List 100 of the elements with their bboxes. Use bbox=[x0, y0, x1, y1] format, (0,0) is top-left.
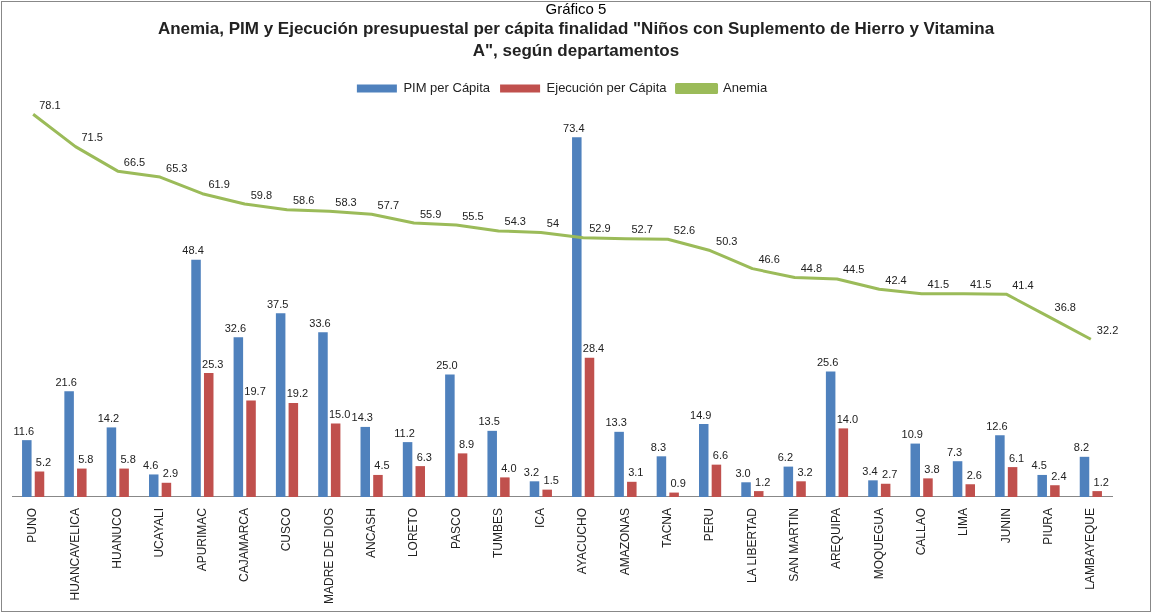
data-label: 78.1 bbox=[39, 98, 61, 111]
data-label: 0.9 bbox=[670, 477, 686, 490]
bar bbox=[529, 481, 540, 497]
data-label: 6.6 bbox=[712, 449, 729, 462]
bar bbox=[415, 466, 426, 497]
data-label: 54.3 bbox=[504, 215, 526, 228]
data-label: 8.2 bbox=[1073, 441, 1090, 454]
data-label: 5.8 bbox=[120, 453, 136, 466]
bar bbox=[457, 453, 468, 497]
bar bbox=[22, 440, 32, 497]
bar bbox=[753, 491, 764, 497]
data-label: 11.6 bbox=[13, 424, 35, 437]
data-label: 25.3 bbox=[202, 357, 224, 370]
data-label: 65.3 bbox=[166, 161, 188, 174]
x-tick-label: MADRE DE DIOS bbox=[321, 507, 336, 604]
data-label: 4.5 bbox=[374, 459, 390, 472]
bar bbox=[923, 478, 933, 497]
bar bbox=[360, 426, 371, 497]
x-tick-label: CUSCO bbox=[279, 507, 294, 552]
bar bbox=[995, 435, 1005, 497]
bar bbox=[148, 474, 159, 497]
bar bbox=[542, 489, 552, 497]
x-tick-label: HUANCAVELICA bbox=[67, 507, 82, 601]
data-label: 14.3 bbox=[351, 411, 373, 424]
bar bbox=[246, 400, 256, 497]
bar bbox=[487, 430, 497, 497]
bar bbox=[318, 332, 328, 497]
x-tick-label: AMAZONAS bbox=[617, 507, 632, 576]
data-label: 50.3 bbox=[716, 235, 738, 248]
data-label: 6.1 bbox=[1008, 451, 1025, 464]
data-label: 4.6 bbox=[143, 458, 159, 471]
data-label: 42.4 bbox=[885, 273, 907, 286]
bar bbox=[77, 468, 87, 497]
data-label: 41.4 bbox=[1012, 278, 1034, 291]
data-label: 28.4 bbox=[582, 342, 605, 355]
bar bbox=[288, 402, 299, 497]
data-label: 73.4 bbox=[563, 121, 585, 134]
data-label: 25.6 bbox=[816, 356, 839, 369]
text: Gráfico 5 bbox=[544, 0, 608, 17]
x-tick-label: TACNA bbox=[660, 507, 675, 548]
data-label: 41.5 bbox=[927, 278, 950, 291]
data-label: 4.5 bbox=[1031, 459, 1047, 472]
bar bbox=[373, 474, 383, 497]
data-label: 3.2 bbox=[797, 465, 813, 478]
chart-title: Anemia, PIM y Ejecución presupuestal per cápita finalidad "Niños con Suplemento de Hierro y Vitamina A", según departamentos bbox=[156, 18, 996, 62]
x-tick-label: LA LIBERTAD bbox=[744, 507, 759, 583]
bar bbox=[796, 481, 806, 497]
data-label: 44.8 bbox=[800, 262, 823, 275]
data-label: 14.2 bbox=[97, 411, 120, 424]
bar bbox=[119, 468, 129, 497]
data-label: 4.0 bbox=[501, 461, 517, 474]
x-tick-label: ANCASH bbox=[363, 507, 378, 558]
data-label: 3.8 bbox=[924, 462, 940, 475]
data-label: 14.0 bbox=[836, 412, 859, 425]
data-label: 8.3 bbox=[650, 440, 667, 453]
data-label: 2.9 bbox=[162, 467, 179, 480]
data-label: 5.2 bbox=[35, 456, 52, 469]
bar bbox=[402, 442, 413, 497]
data-label: 41.5 bbox=[969, 278, 992, 291]
data-label: 54 bbox=[546, 216, 560, 229]
data-label: 1.2 bbox=[755, 475, 771, 488]
data-label: 66.5 bbox=[123, 155, 146, 168]
data-label: 58.3 bbox=[335, 195, 357, 208]
bar bbox=[910, 443, 921, 497]
data-label: 6.2 bbox=[777, 451, 793, 464]
x-tick-label: LAMBAYEQUE bbox=[1083, 507, 1098, 590]
data-label: 19.2 bbox=[286, 387, 309, 400]
data-label: 11.2 bbox=[394, 426, 415, 439]
bar bbox=[741, 482, 751, 497]
data-label: 2.4 bbox=[1051, 469, 1067, 482]
bar bbox=[656, 456, 667, 497]
bar bbox=[500, 477, 510, 497]
data-label: 33.6 bbox=[309, 316, 331, 329]
x-tick-label: ICA bbox=[533, 507, 548, 528]
x-tick-label: MOQUEGUA bbox=[871, 507, 886, 580]
data-label: 6.3 bbox=[416, 450, 432, 463]
data-label: 59.8 bbox=[250, 188, 273, 201]
data-label: 52.6 bbox=[673, 223, 696, 236]
data-label: 58.6 bbox=[293, 194, 315, 207]
x-tick-label: CALLAO bbox=[913, 507, 928, 556]
data-label: 3.0 bbox=[735, 466, 751, 479]
data-label: 55.5 bbox=[462, 209, 484, 222]
x-tick-label: LIMA bbox=[956, 507, 971, 536]
x-tick-label: PASCO bbox=[448, 507, 463, 550]
x-tick-label: JUNIN bbox=[998, 507, 1013, 544]
legend-label: Ejecución per Cápita bbox=[546, 80, 668, 96]
x-tick-label: LORETO bbox=[406, 507, 421, 558]
data-label: 2.7 bbox=[882, 468, 898, 481]
bar bbox=[1050, 485, 1060, 497]
x-tick-label: CAJAMARCA bbox=[237, 507, 251, 582]
data-label: 32.6 bbox=[224, 321, 247, 334]
bar bbox=[233, 337, 244, 497]
data-label: 13.5 bbox=[478, 415, 500, 428]
data-label: 36.8 bbox=[1054, 301, 1076, 314]
bar bbox=[1092, 491, 1102, 497]
bar bbox=[445, 374, 455, 497]
data-label: 71.5 bbox=[81, 131, 103, 144]
bar bbox=[1037, 474, 1047, 497]
legend-label: PIM per Cápita bbox=[403, 80, 491, 96]
bar bbox=[627, 481, 637, 497]
